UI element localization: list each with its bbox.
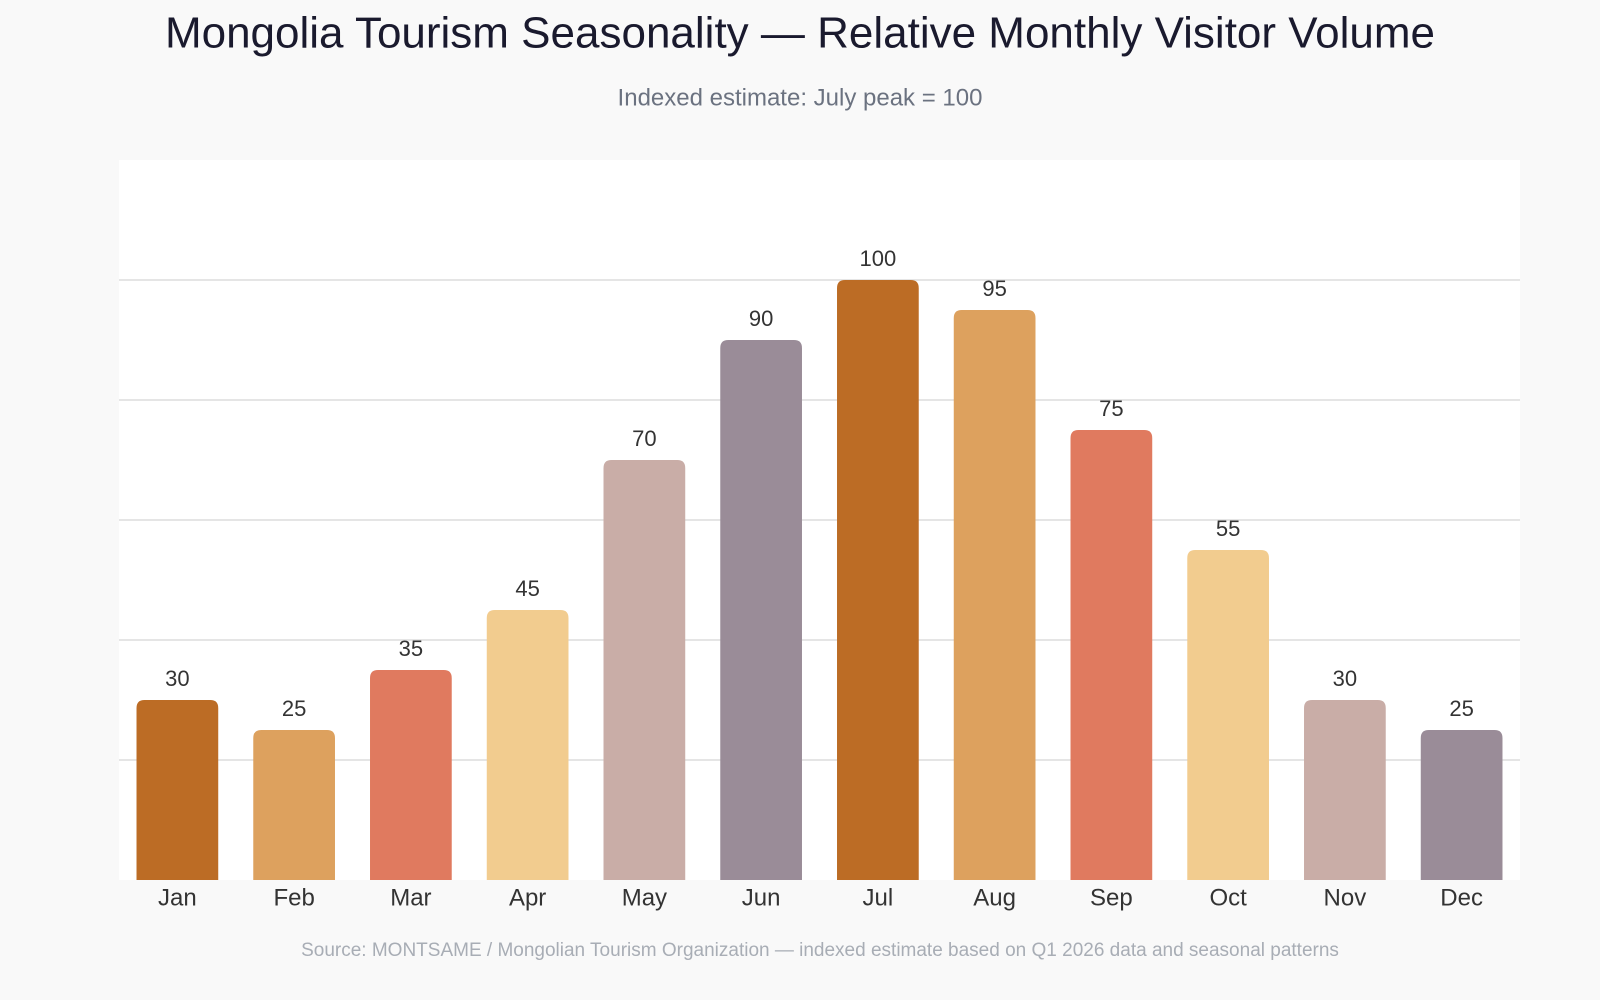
bar [720, 340, 802, 880]
bar [1304, 700, 1386, 880]
chart-title: Mongolia Tourism Seasonality — Relative … [165, 9, 1435, 58]
x-tick-label: Apr [509, 884, 546, 911]
value-label: 90 [749, 306, 773, 331]
bar [136, 700, 219, 880]
value-label: 75 [1099, 396, 1123, 421]
bar [253, 730, 335, 880]
bar [1187, 550, 1269, 880]
value-label: 30 [1333, 666, 1357, 691]
x-tick-label: Jan [158, 884, 197, 911]
x-tick-label: Oct [1209, 884, 1247, 911]
bar [370, 670, 452, 880]
x-tick-label: Jul [863, 884, 894, 911]
bar [953, 310, 1036, 880]
x-tick-label: Dec [1440, 884, 1483, 911]
value-label: 100 [860, 246, 897, 271]
bar [837, 280, 919, 880]
x-tick-label: Mar [390, 884, 431, 911]
value-label: 70 [632, 426, 656, 451]
bar [486, 610, 569, 880]
bar [1070, 430, 1153, 880]
x-tick-label: Nov [1324, 884, 1367, 911]
value-label: 25 [282, 696, 306, 721]
value-label: 35 [399, 636, 423, 661]
value-label: 45 [515, 576, 539, 601]
source-note: Source: MONTSAME / Mongolian Tourism Org… [301, 940, 1339, 961]
bar [603, 460, 686, 880]
x-tick-label: Sep [1090, 884, 1133, 911]
value-label: 95 [982, 276, 1006, 301]
value-label: 30 [165, 666, 189, 691]
x-tick-label: May [622, 884, 667, 911]
x-tick-label: Aug [973, 884, 1016, 911]
x-tick-label: Feb [273, 884, 314, 911]
bar [1420, 730, 1503, 880]
value-label: 55 [1216, 516, 1240, 541]
x-tick-label: Jun [742, 884, 781, 911]
value-label: 25 [1449, 696, 1473, 721]
chart-subtitle: Indexed estimate: July peak = 100 [618, 84, 983, 111]
